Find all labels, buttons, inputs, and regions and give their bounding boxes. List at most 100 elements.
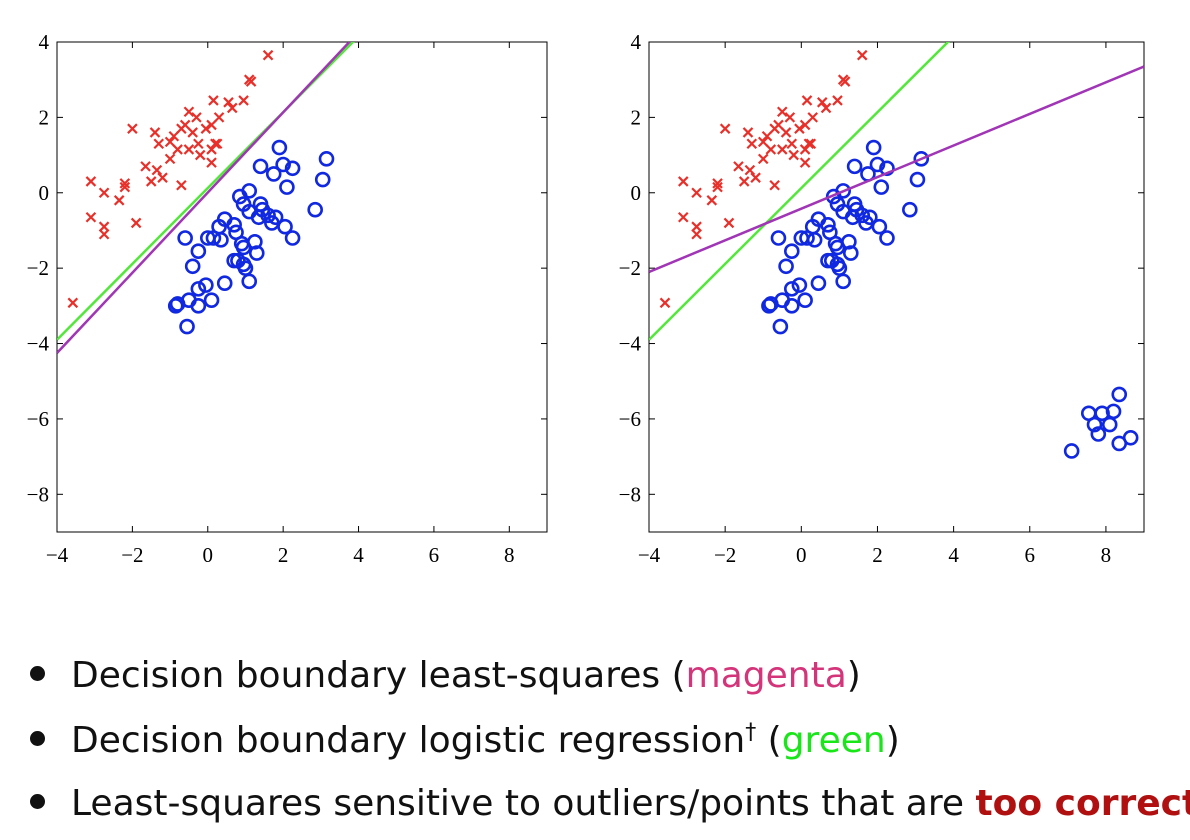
- circle-point: [797, 292, 813, 308]
- x-tick-label: 4: [948, 543, 959, 567]
- cross-point: [742, 127, 754, 138]
- cross-point: [677, 211, 689, 223]
- y-tick-label: −4: [27, 332, 50, 356]
- cross-point: [738, 176, 750, 187]
- circle-point: [179, 318, 195, 335]
- circle-point: [1111, 435, 1128, 452]
- cross-point: [832, 95, 843, 106]
- cross-point: [757, 136, 769, 148]
- plots: −4 −2 0 2 4 6 8 4 2 0 −2 −4 −6 −8 −4 −2 0 2 4 6 8 4 2 0 −2 −4 −6 −8: [27, 30, 1145, 567]
- superscript: †: [745, 720, 757, 745]
- cross-point: [153, 138, 165, 150]
- cross-point: [712, 178, 723, 189]
- y-tick-label: −8: [27, 482, 49, 506]
- boundary-line: [649, 42, 950, 341]
- cross-point: [176, 123, 187, 134]
- cross-point: [820, 102, 832, 114]
- circle-point: [314, 171, 331, 188]
- cross-point: [677, 176, 689, 187]
- circle-point: [843, 245, 859, 261]
- plot-area: [649, 42, 1144, 459]
- cross-point: [723, 217, 735, 229]
- circle-point: [835, 273, 851, 290]
- boundary-line: [57, 42, 352, 354]
- circle-point: [284, 230, 301, 246]
- cross-point: [119, 181, 131, 193]
- circle-point: [267, 209, 284, 226]
- y-tick-label: −8: [619, 482, 641, 506]
- circle-point: [284, 160, 301, 177]
- cross-point: [780, 127, 792, 138]
- circle-point: [1063, 443, 1080, 459]
- x-tick-label: 0: [796, 543, 807, 567]
- circle-point: [1090, 426, 1107, 442]
- cross-point: [799, 157, 811, 168]
- cross-point: [706, 195, 718, 206]
- circle-point: [846, 158, 863, 175]
- circle-point: [806, 232, 823, 248]
- plot-frame: [56, 41, 548, 533]
- bullet: Decision boundary least-squares (magenta…: [30, 655, 861, 696]
- cross-point: [157, 172, 168, 183]
- circle-point: [307, 201, 323, 218]
- cross-point: [856, 49, 868, 61]
- circle-point: [247, 233, 263, 250]
- cross-point: [223, 97, 234, 108]
- x-tick-label: 6: [1025, 543, 1036, 567]
- x-tick-label: 4: [353, 543, 364, 567]
- cross-point: [659, 297, 671, 309]
- circle-point: [241, 183, 258, 199]
- x-tick-label: 8: [504, 543, 515, 567]
- text: magenta: [685, 655, 847, 696]
- y-tick-label: 4: [39, 30, 50, 54]
- circle-point: [248, 245, 265, 261]
- cross-point: [807, 112, 819, 123]
- circle-point: [783, 298, 800, 314]
- cross-point: [769, 123, 780, 134]
- cross-point: [784, 112, 796, 123]
- circle-point: [770, 230, 787, 246]
- cross-point: [213, 112, 225, 123]
- y-tick-label: 0: [631, 181, 642, 205]
- cross-point: [98, 187, 110, 199]
- circle-point: [871, 218, 888, 235]
- circle-point: [1086, 416, 1103, 433]
- circle-point: [854, 207, 871, 224]
- circle-point: [778, 258, 794, 275]
- bullet: Decision boundary logistic regression† (…: [30, 720, 900, 761]
- y-tick-label: −2: [619, 256, 641, 280]
- cross-point: [691, 228, 702, 240]
- text: too correct: [975, 783, 1190, 824]
- cross-point: [206, 119, 217, 131]
- cross-point: [85, 176, 97, 187]
- cross-point: [761, 130, 773, 142]
- circle-point: [913, 151, 930, 167]
- cross-point: [127, 123, 138, 134]
- cross-point: [210, 138, 221, 150]
- cross-point: [750, 172, 761, 183]
- cross-point: [719, 123, 731, 134]
- circle-point: [226, 217, 242, 233]
- circle-point: [791, 277, 808, 293]
- cross-point: [776, 106, 788, 118]
- cross-point: [164, 153, 176, 165]
- y-tick-label: −2: [27, 256, 49, 280]
- circle-point: [167, 298, 184, 314]
- cross-point: [794, 123, 805, 134]
- circle-point: [1101, 416, 1118, 433]
- cross-point: [149, 127, 161, 138]
- cross-point: [803, 138, 815, 150]
- cross-point: [208, 95, 219, 106]
- circle-point: [198, 277, 214, 293]
- cross-point: [769, 179, 780, 191]
- x-tick-label: 0: [203, 543, 214, 567]
- plot-frame: [648, 41, 1145, 533]
- cross-point: [176, 179, 187, 191]
- cross-point: [799, 119, 811, 131]
- cross-point: [238, 95, 249, 106]
- bullet: Least-squares sensitive to outliers/poin…: [30, 783, 1190, 824]
- circle-point: [241, 273, 258, 290]
- x-tick-label: −2: [714, 543, 736, 567]
- text: ): [885, 720, 900, 761]
